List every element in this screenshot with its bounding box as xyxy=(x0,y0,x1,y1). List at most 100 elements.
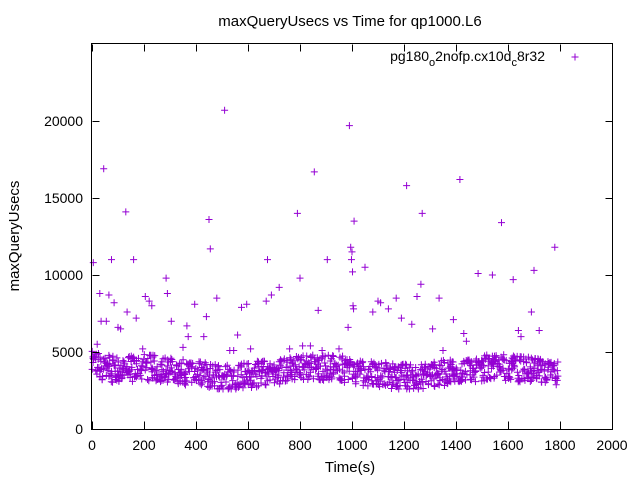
data-point xyxy=(200,333,208,341)
data-point xyxy=(484,368,492,376)
legend-label-part: 8r32 xyxy=(517,48,545,64)
data-point xyxy=(251,366,259,374)
data-point xyxy=(541,361,549,369)
data-point xyxy=(201,359,209,367)
data-point xyxy=(183,377,191,385)
data-point xyxy=(265,370,273,378)
x-tick-label: 600 xyxy=(236,437,260,453)
data-point xyxy=(432,365,440,373)
data-point xyxy=(177,365,185,373)
data-point xyxy=(179,356,187,364)
data-point xyxy=(418,209,426,217)
legend-label-subscript: o xyxy=(429,57,435,69)
data-point xyxy=(132,314,140,322)
data-point xyxy=(222,378,230,386)
x-tick-label: 1000 xyxy=(336,437,367,453)
data-point xyxy=(470,373,478,381)
data-point xyxy=(283,377,291,385)
data-point xyxy=(435,361,443,369)
data-point xyxy=(350,305,358,313)
data-point xyxy=(247,345,255,353)
y-tick-label: 0 xyxy=(75,421,83,437)
data-point xyxy=(472,367,480,375)
data-point xyxy=(388,381,396,389)
data-point xyxy=(344,376,352,384)
data-point xyxy=(98,376,106,384)
data-point xyxy=(229,372,237,380)
data-point xyxy=(267,291,275,299)
data-point xyxy=(168,358,176,366)
data-point xyxy=(210,378,218,386)
data-point xyxy=(205,383,213,391)
data-point xyxy=(328,375,336,383)
data-point xyxy=(459,375,467,383)
data-point xyxy=(221,106,229,114)
data-point xyxy=(440,358,448,366)
data-point xyxy=(266,376,274,384)
data-point xyxy=(162,366,170,374)
data-point xyxy=(126,370,134,378)
x-tick-label: 400 xyxy=(184,437,208,453)
data-point xyxy=(191,300,199,308)
data-point xyxy=(458,369,466,377)
data-point xyxy=(130,256,138,264)
legend-label-subscript: c xyxy=(511,57,517,69)
data-point xyxy=(329,370,337,378)
data-point xyxy=(417,280,425,288)
data-point xyxy=(275,371,283,379)
data-point xyxy=(105,362,113,370)
data-point xyxy=(153,363,161,371)
data-point xyxy=(300,375,308,383)
data-point xyxy=(183,322,191,330)
data-point xyxy=(553,376,561,384)
data-point xyxy=(227,367,235,375)
x-tick-label: 200 xyxy=(132,437,156,453)
data-point xyxy=(540,367,548,375)
data-point xyxy=(397,314,405,322)
data-point xyxy=(286,345,294,353)
data-point xyxy=(270,379,278,387)
data-point xyxy=(223,361,231,369)
data-point xyxy=(234,366,242,374)
data-point xyxy=(396,367,404,375)
x-tick-label: 1800 xyxy=(544,437,575,453)
data-point xyxy=(394,376,402,384)
data-point xyxy=(101,354,109,362)
data-point xyxy=(551,243,559,251)
data-point xyxy=(323,256,331,264)
data-point xyxy=(347,243,355,251)
data-point xyxy=(306,342,314,350)
data-point xyxy=(300,366,308,374)
data-point xyxy=(214,363,222,371)
data-point xyxy=(163,362,171,370)
data-point xyxy=(262,297,270,305)
data-point xyxy=(275,283,283,291)
data-point xyxy=(492,352,500,360)
data-point xyxy=(550,360,558,368)
data-point xyxy=(218,381,226,389)
data-point xyxy=(239,374,247,382)
data-point xyxy=(490,352,498,360)
data-point xyxy=(352,373,360,381)
data-point xyxy=(243,300,251,308)
data-point xyxy=(150,357,158,365)
data-point xyxy=(234,331,242,339)
data-point xyxy=(383,362,391,370)
data-point xyxy=(287,355,295,363)
data-point xyxy=(110,299,118,307)
data-point xyxy=(361,263,369,271)
data-point xyxy=(524,353,532,361)
legend-label: pg180o2nofp.cx10dc8r32 xyxy=(390,48,545,69)
data-point xyxy=(291,373,299,381)
data-point xyxy=(340,372,348,380)
data-point xyxy=(96,353,104,361)
data-point xyxy=(392,294,400,302)
data-point xyxy=(493,371,501,379)
data-point xyxy=(347,256,355,264)
axis-ticks: 0 200 400 600 800 1000 1200 1400 1600 1800 2000050… xyxy=(44,44,628,453)
data-point xyxy=(321,352,329,360)
data-point xyxy=(305,373,313,381)
data-point xyxy=(192,364,200,372)
data-point xyxy=(111,361,119,369)
